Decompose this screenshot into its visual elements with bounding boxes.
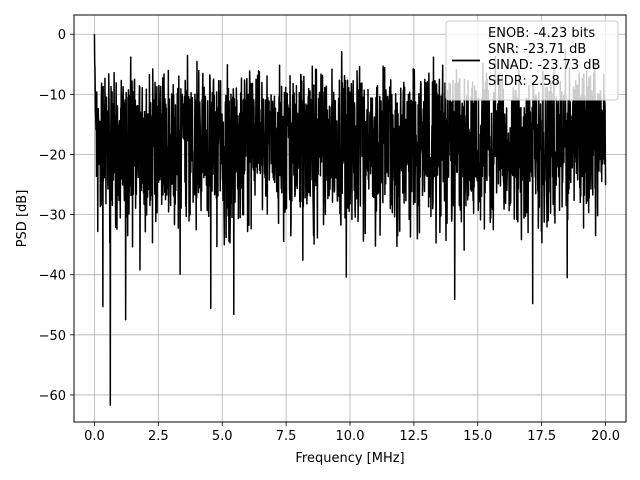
x-axis-ticks: 0.0 2.5 5.0 7.5 10.0 12.5 15.0 17.5 20.0 <box>84 422 620 444</box>
y-tick-label: −60 <box>39 389 66 404</box>
x-tick-label: 15.0 <box>463 429 492 444</box>
psd-line <box>93 34 607 406</box>
psd-series-path <box>93 34 607 406</box>
y-axis-label: PSD [dB] <box>15 190 30 248</box>
legend-entry-line: ENOB: -4.23 bits <box>488 26 595 41</box>
x-tick-label: 5.0 <box>212 429 233 444</box>
legend-entry-line: SNR: -23.71 dB <box>488 42 586 57</box>
y-tick-label: −20 <box>39 148 66 163</box>
x-tick-label: 0.0 <box>84 429 105 444</box>
x-axis-label: Frequency [MHz] <box>295 451 404 466</box>
x-tick-label: 7.5 <box>276 429 297 444</box>
y-tick-label: −10 <box>39 88 66 103</box>
legend-entry-line: SINAD: -23.73 dB <box>488 58 600 73</box>
x-tick-label: 17.5 <box>527 429 556 444</box>
legend-entry-line: SFDR: 2.58 <box>488 74 560 89</box>
y-tick-label: −30 <box>39 209 66 224</box>
x-tick-label: 12.5 <box>399 429 428 444</box>
x-tick-label: 20.0 <box>591 429 620 444</box>
x-tick-label: 2.5 <box>148 429 169 444</box>
y-tick-label: −40 <box>39 269 66 284</box>
y-tick-label: −50 <box>39 329 66 344</box>
x-tick-label: 10.0 <box>336 429 365 444</box>
y-axis-ticks: 0 −10 −20 −30 −40 −50 −60 <box>39 28 74 404</box>
y-tick-label: 0 <box>58 28 66 43</box>
legend-box <box>445 20 619 101</box>
